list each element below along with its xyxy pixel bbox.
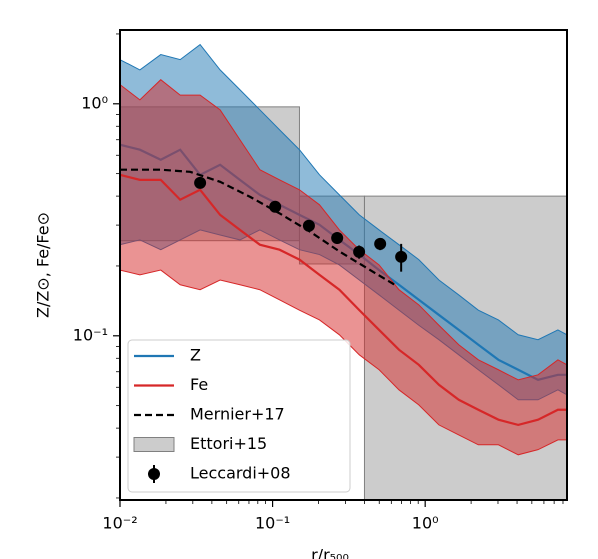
data-point — [331, 231, 344, 244]
data-point — [194, 176, 207, 189]
data-point — [395, 250, 408, 263]
legend-swatch — [133, 437, 175, 452]
y-tick-label: 10⁰ — [81, 93, 108, 112]
legend-label: Ettori+15 — [190, 434, 267, 453]
x-axis-label: r/r₅₀₀ — [311, 546, 349, 559]
x-tick-label: 10⁰ — [412, 514, 439, 533]
series-line — [120, 168, 396, 286]
data-point — [302, 219, 315, 232]
x-tick-label: 10⁻² — [102, 514, 137, 533]
y-axis-label: Z/Z⊙, Fe/Fe⊙ — [34, 212, 53, 318]
data-point — [353, 245, 366, 258]
legend-frame — [127, 339, 351, 493]
data-point — [374, 237, 387, 250]
x-tick-label: 10⁻¹ — [255, 514, 290, 533]
data-point — [269, 200, 282, 213]
legend-swatch — [148, 468, 160, 480]
y-tick-label: 10⁻¹ — [73, 325, 108, 344]
legend-label: Mernier+17 — [190, 405, 285, 424]
band — [120, 79, 567, 456]
series-line — [120, 173, 567, 427]
plot-area — [120, 43, 567, 500]
legend-label: Z — [190, 346, 201, 365]
legend-label: Fe — [190, 375, 208, 394]
legend-label: Leccardi+08 — [190, 464, 291, 483]
axes-frame — [119, 29, 568, 501]
legend: Z Fe Mernier+17 Ettori+15 Leccardi+08 — [127, 339, 351, 493]
